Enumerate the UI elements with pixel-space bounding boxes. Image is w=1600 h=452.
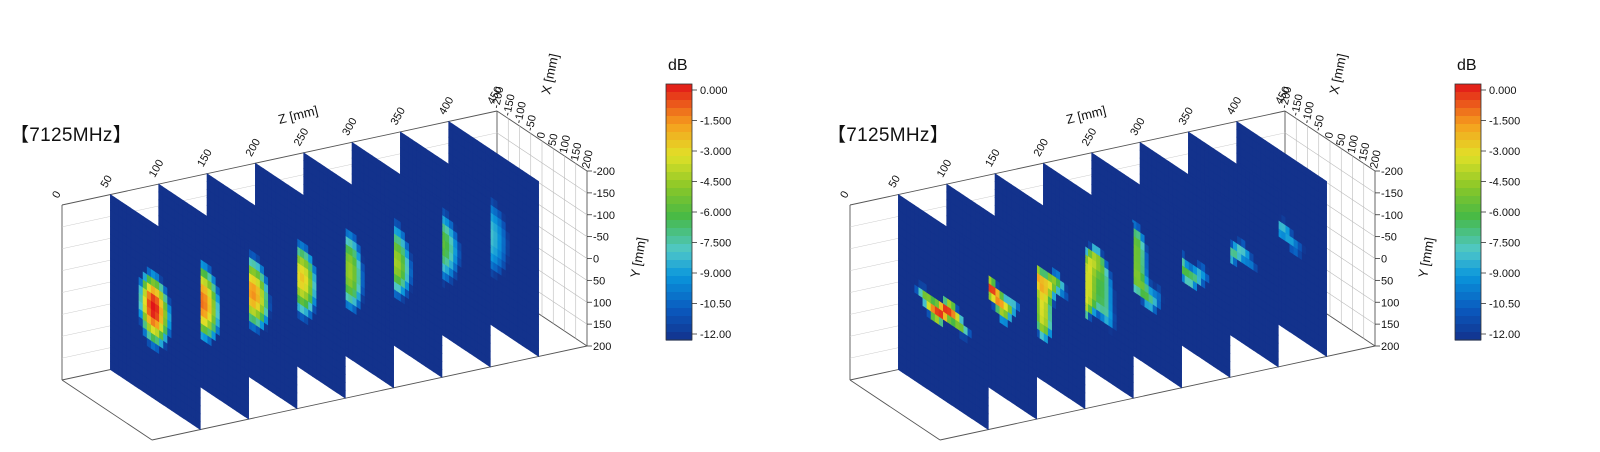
slice-z-50 [110,193,201,431]
colorbar-tick-label: -4.500 [700,177,731,189]
colorbar-band [666,172,692,181]
colorbar-tick-label: -6.000 [700,207,731,219]
y-tick-label: -150 [593,188,615,200]
colorbar-band [666,204,692,213]
y-axis-title: Y [mm] [627,236,649,279]
colorbar-band [666,124,692,133]
colorbar-band [666,164,692,173]
x-tick-label: 0 [535,131,548,139]
colorbar-band [666,140,692,149]
colorbar-tick-label: -10.50 [700,299,731,311]
colorbar-band [666,316,692,325]
colorbar-band [666,212,692,221]
colorbar-band [666,188,692,197]
colorbar-band [666,180,692,189]
colorbar-band [666,148,692,157]
colorbar-tick-label: -1.500 [700,116,731,128]
y-axis: -200 -150 -100 -50 0 50 100 150 200 Y [mm] [587,166,649,353]
colorbar-band [666,244,692,253]
colorbar-band [666,100,692,109]
colorbar-band [666,196,692,205]
colorbar-band [666,228,692,237]
z-tick-label: 400 [437,95,457,117]
colorbar-band [666,284,692,293]
colorbar-band [666,324,692,333]
colorbar-tick-label: -12.00 [700,329,731,341]
colorbar-band [666,108,692,117]
box-edge [61,110,498,206]
colorbar-band [666,92,692,101]
panel-left: 【7125MHz】 0 50 100 150 200 250 300 350 400 450 Z [… [0,0,790,452]
slice-cell [292,397,298,410]
colorbar-band [666,276,692,285]
box-edge [151,345,588,441]
panel-right: 【7125MHz】 0 50 100 150 200 250 300 350 400 450 Z [… [805,0,1600,452]
colorbar-band [666,268,692,277]
slice-cell [195,418,201,431]
colorbar: dB 0.000 -1.500 -3.000 -4.500 -6.000 -7.500 -9.… [665,57,731,341]
x-tick-label: -200 [490,86,506,110]
z-tick-label: 150 [195,147,215,169]
z-axis-title: Z [mm] [277,103,320,127]
z-tick-label: 100 [147,158,167,180]
colorbar-band [666,156,692,165]
box-edge [939,345,1376,441]
colorbar-band [666,236,692,245]
colorbar-band [666,332,692,341]
slice-cell [1322,345,1327,358]
slice-cell [340,386,346,399]
colorbar-tick-label: -3.000 [700,146,731,158]
y-tick-label: 150 [593,319,611,331]
y-tick-label: 50 [593,275,605,287]
slice-cell [389,376,394,389]
box-edge [849,110,1286,206]
slice-cell [437,366,443,378]
x-tick-label: 100 [558,134,574,154]
x-tick-label: 150 [569,142,585,162]
y-tick-label: 100 [593,297,611,309]
slices [898,120,1327,431]
x-tick-label: -50 [524,114,539,132]
x-tick-label: -150 [501,93,517,117]
z-tick-label: 350 [389,105,409,127]
z-tick-label: 300 [340,116,360,138]
x-axis-title: X [mm] [538,52,561,95]
y-tick-label: 0 [593,254,599,266]
box-edge [849,379,941,441]
x-tick-label: -100 [513,101,529,125]
colorbar-band [666,292,692,301]
colorbar-band [666,252,692,261]
y-tick-label: -200 [593,166,615,178]
y-tick-label: 200 [593,341,611,353]
colorbar-tick-label: 0.000 [700,85,728,97]
colorbar-band [666,132,692,141]
y-tick-label: -50 [593,232,609,244]
slice-cell [534,345,539,358]
slices [110,120,539,431]
colorbar-title: dB [668,57,688,74]
z-tick-label: 200 [244,137,264,159]
x-tick-label: 200 [580,149,596,169]
frequency-title: 【7125MHz】 [827,125,950,146]
slice-cell [485,355,491,368]
colorbar-band [666,220,692,229]
colorbar-tick-label: -7.500 [700,238,731,250]
colorbar-band [666,300,692,309]
y-tick-label: -100 [593,210,615,222]
colorbar-band [666,260,692,269]
colorbar-band [666,116,692,125]
z-tick-label: 0 [50,189,63,200]
z-tick-label: 50 [99,173,116,190]
frequency-title: 【7125MHz】 [10,125,133,146]
x-tick-label: 50 [546,133,560,147]
box-edge [61,379,153,441]
slice-cell [244,407,249,420]
z-tick-label: 250 [292,126,312,148]
colorbar-tick-label: -9.000 [700,268,731,280]
colorbar-band [666,308,692,317]
colorbar-band [666,84,692,93]
